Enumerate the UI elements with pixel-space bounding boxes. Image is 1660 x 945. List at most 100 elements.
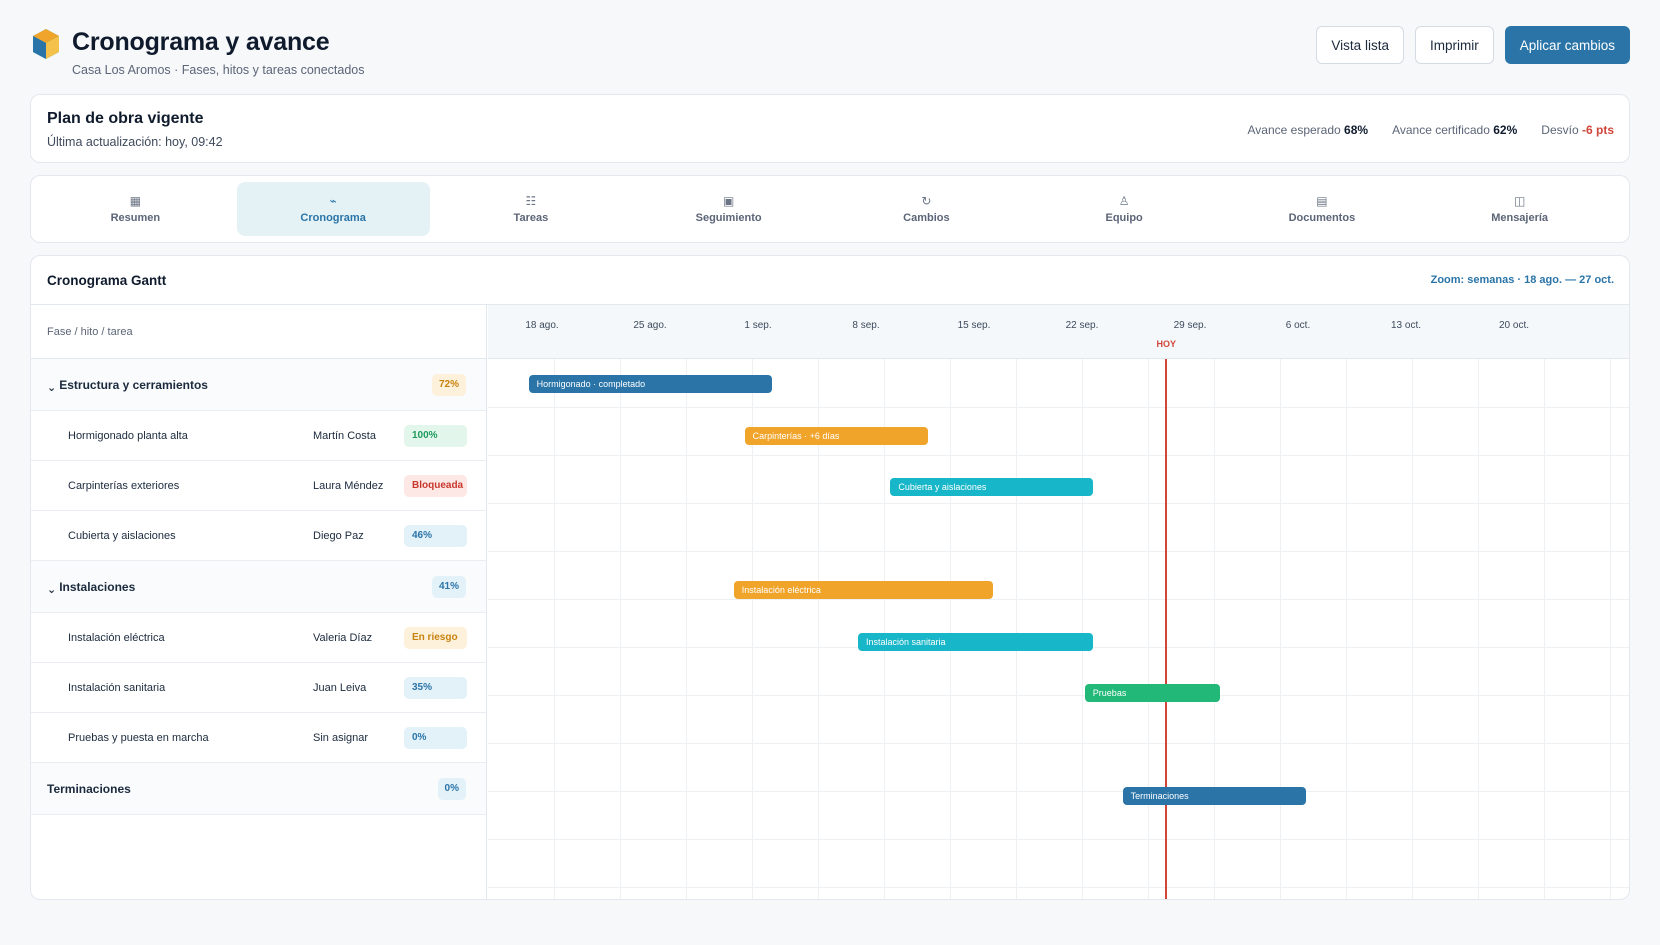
status-badge: 0% (404, 726, 467, 749)
grid-row-line (488, 743, 1629, 744)
grid-line (686, 359, 687, 899)
gantt-bar[interactable]: Pruebas (1084, 684, 1220, 702)
stat-certified: Avance certificado 62% (1392, 123, 1517, 137)
grid-line (1544, 359, 1545, 899)
today-label: HOY (1156, 339, 1176, 349)
stat-expected: Avance esperado 68% (1248, 123, 1369, 137)
grid-line (554, 359, 555, 899)
tab-cronograma[interactable]: ⌁ Cronograma (236, 182, 430, 236)
row-name-text: Estructura y cerramientos (59, 377, 208, 392)
task-name: Carpinterías exteriores (68, 480, 179, 492)
week-tick-label: 15 sep. (957, 320, 991, 331)
chevron-down-icon[interactable]: ⌄ (47, 583, 57, 596)
grid-line (818, 359, 819, 899)
grid-row-line (488, 887, 1629, 888)
chevron-down-icon[interactable]: ⌄ (47, 381, 57, 394)
grid-line (1016, 359, 1017, 899)
task-name: Hormigonado planta alta (68, 430, 188, 442)
list-view-button[interactable]: Vista lista (1316, 26, 1404, 64)
plan-updated: Última actualización: hoy, 09:42 (47, 135, 223, 149)
row-name-text: Pruebas y puesta en marcha (68, 731, 209, 744)
task-row[interactable]: Instalación eléctrica Valeria Díaz En ries… (31, 613, 486, 663)
header-actions: Vista lista Imprimir Aplicar cambios (1316, 26, 1630, 64)
row-name-text: Instalación sanitaria (68, 681, 166, 694)
page-subtitle: Casa Los Aromos · Fases, hitos y tareas … (72, 63, 365, 77)
phase-name: ⌄ Instalaciones (47, 580, 135, 596)
today-marker-line (1165, 359, 1168, 899)
grid-line (1412, 359, 1413, 899)
print-button[interactable]: Imprimir (1414, 26, 1494, 64)
task-row[interactable]: Pruebas y puesta en marcha Sin asignar 0% (31, 713, 486, 763)
phase-row[interactable]: ⌄ Estructura y cerramientos 72% (31, 359, 486, 411)
page-title: Cronograma y avance (72, 28, 330, 56)
app-logo-icon (33, 29, 59, 59)
person-icon: ♙ (1118, 194, 1130, 208)
phase-row[interactable]: Terminaciones 0% (31, 763, 486, 815)
week-tick-label: 6 oct. (1285, 320, 1311, 331)
grid-row-line (488, 407, 1629, 408)
status-badge: Bloqueada (404, 474, 467, 497)
stat-certified-label: Avance certificado (1392, 123, 1490, 137)
task-name: Pruebas y puesta en marcha (68, 732, 209, 744)
task-owner: Sin asignar (313, 731, 369, 744)
row-name-text: Hormigonado planta alta (68, 429, 188, 442)
task-name: Cubierta y aislaciones (68, 530, 176, 542)
tab-label: Equipo (1105, 212, 1143, 224)
week-tick-label: 20 oct. (1498, 320, 1530, 331)
apply-changes-button[interactable]: Aplicar cambios (1504, 26, 1630, 64)
gantt-bar[interactable]: Instalación sanitaria (858, 633, 1094, 651)
tab-cambios[interactable]: ↻ Cambios (830, 182, 1023, 236)
zoom-control[interactable]: Zoom: semanas · 18 ago. — 27 oct. (1430, 274, 1614, 286)
chart-line-icon: ⌁ (329, 194, 337, 208)
status-badge: En riesgo (404, 626, 467, 649)
week-tick-label: 13 oct. (1390, 320, 1422, 331)
tab-label: Seguimiento (695, 212, 762, 224)
tab-equipo[interactable]: ♙ Equipo (1028, 182, 1221, 236)
status-badge: 35% (404, 676, 467, 699)
status-badge: 46% (404, 524, 467, 547)
status-badge: 72% (431, 373, 466, 396)
task-row[interactable]: Cubierta y aislaciones Diego Paz 46% (31, 511, 486, 561)
tab-tareas[interactable]: ☷ Tareas (435, 182, 628, 236)
phase-name: ⌄ Estructura y cerramientos (47, 377, 208, 394)
gantt-bar[interactable]: Cubierta y aislaciones (890, 478, 1094, 496)
row-name-text: Instalación eléctrica (68, 631, 165, 644)
task-column-header: Fase / hito / tarea (31, 305, 486, 359)
gantt-bar[interactable]: Terminaciones (1122, 787, 1307, 805)
gantt-card: Cronograma Gantt Zoom: semanas · 18 ago.… (30, 255, 1630, 900)
plan-title: Plan de obra vigente (47, 110, 204, 127)
gantt-bar[interactable]: Hormigonado · completado (528, 375, 772, 393)
week-tick-label: 18 ago. (525, 320, 559, 331)
document-icon: ▤ (1316, 194, 1328, 208)
grid-line (1082, 359, 1083, 899)
tab-documentos[interactable]: ▤ Documentos (1226, 182, 1419, 236)
tab-mensajeria[interactable]: ◫ Mensajería (1423, 182, 1616, 236)
grid-row-line (488, 551, 1629, 552)
status-badge: 100% (404, 424, 467, 447)
refresh-icon: ↻ (921, 194, 932, 208)
tab-label: Mensajería (1491, 212, 1549, 224)
grid-line (1280, 359, 1281, 899)
grid-line (1148, 359, 1149, 899)
phase-row[interactable]: ⌄ Instalaciones 41% (31, 561, 486, 613)
grid-row-line (488, 791, 1629, 792)
row-name-text: Carpinterías exteriores (68, 479, 180, 492)
row-name-text: Terminaciones (47, 781, 131, 796)
task-row[interactable]: Carpinterías exteriores Laura Méndez Bloqu… (31, 461, 486, 511)
week-tick-label: 29 sep. (1173, 320, 1207, 331)
task-row[interactable]: Instalación sanitaria Juan Leiva 35% (31, 663, 486, 713)
grid-row-line (488, 599, 1629, 600)
task-row[interactable]: Hormigonado planta alta Martín Costa 100% (31, 411, 486, 461)
grid-line (950, 359, 951, 899)
target-icon: ▣ (722, 194, 735, 208)
grid-line (752, 359, 753, 899)
gantt-bar[interactable]: Instalación eléctrica (733, 581, 993, 599)
page-header: Cronograma y avance Casa Los Aromos · Fa… (32, 26, 1630, 80)
list-icon: ☷ (525, 194, 537, 208)
stat-expected-label: Avance esperado (1247, 123, 1341, 137)
task-owner: Martín Costa (313, 429, 376, 442)
gantt-bar[interactable]: Carpinterías · +6 días (744, 427, 929, 445)
tab-resumen[interactable]: ▦ Resumen (39, 182, 232, 236)
tab-seguimiento[interactable]: ▣ Seguimiento (632, 182, 825, 236)
tab-label: Cambios (903, 212, 950, 224)
